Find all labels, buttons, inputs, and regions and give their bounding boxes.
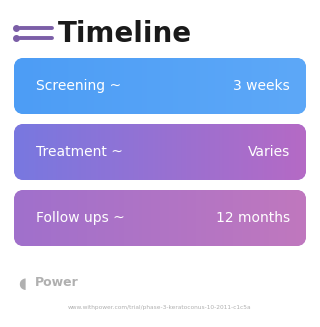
Text: Timeline: Timeline <box>58 20 192 48</box>
Text: ◖: ◖ <box>18 276 26 290</box>
Text: Treatment ~: Treatment ~ <box>36 145 123 159</box>
Text: 3 weeks: 3 weeks <box>233 79 290 93</box>
Text: Follow ups ~: Follow ups ~ <box>36 211 125 225</box>
Text: Screening ~: Screening ~ <box>36 79 121 93</box>
Text: www.withpower.com/trial/phase-3-keratoconus-10-2011-c1c5a: www.withpower.com/trial/phase-3-keratoco… <box>68 305 252 311</box>
Text: Power: Power <box>35 277 79 289</box>
Text: 12 months: 12 months <box>216 211 290 225</box>
FancyBboxPatch shape <box>14 190 306 246</box>
FancyBboxPatch shape <box>14 124 306 180</box>
FancyBboxPatch shape <box>14 58 306 114</box>
Text: Varies: Varies <box>248 145 290 159</box>
